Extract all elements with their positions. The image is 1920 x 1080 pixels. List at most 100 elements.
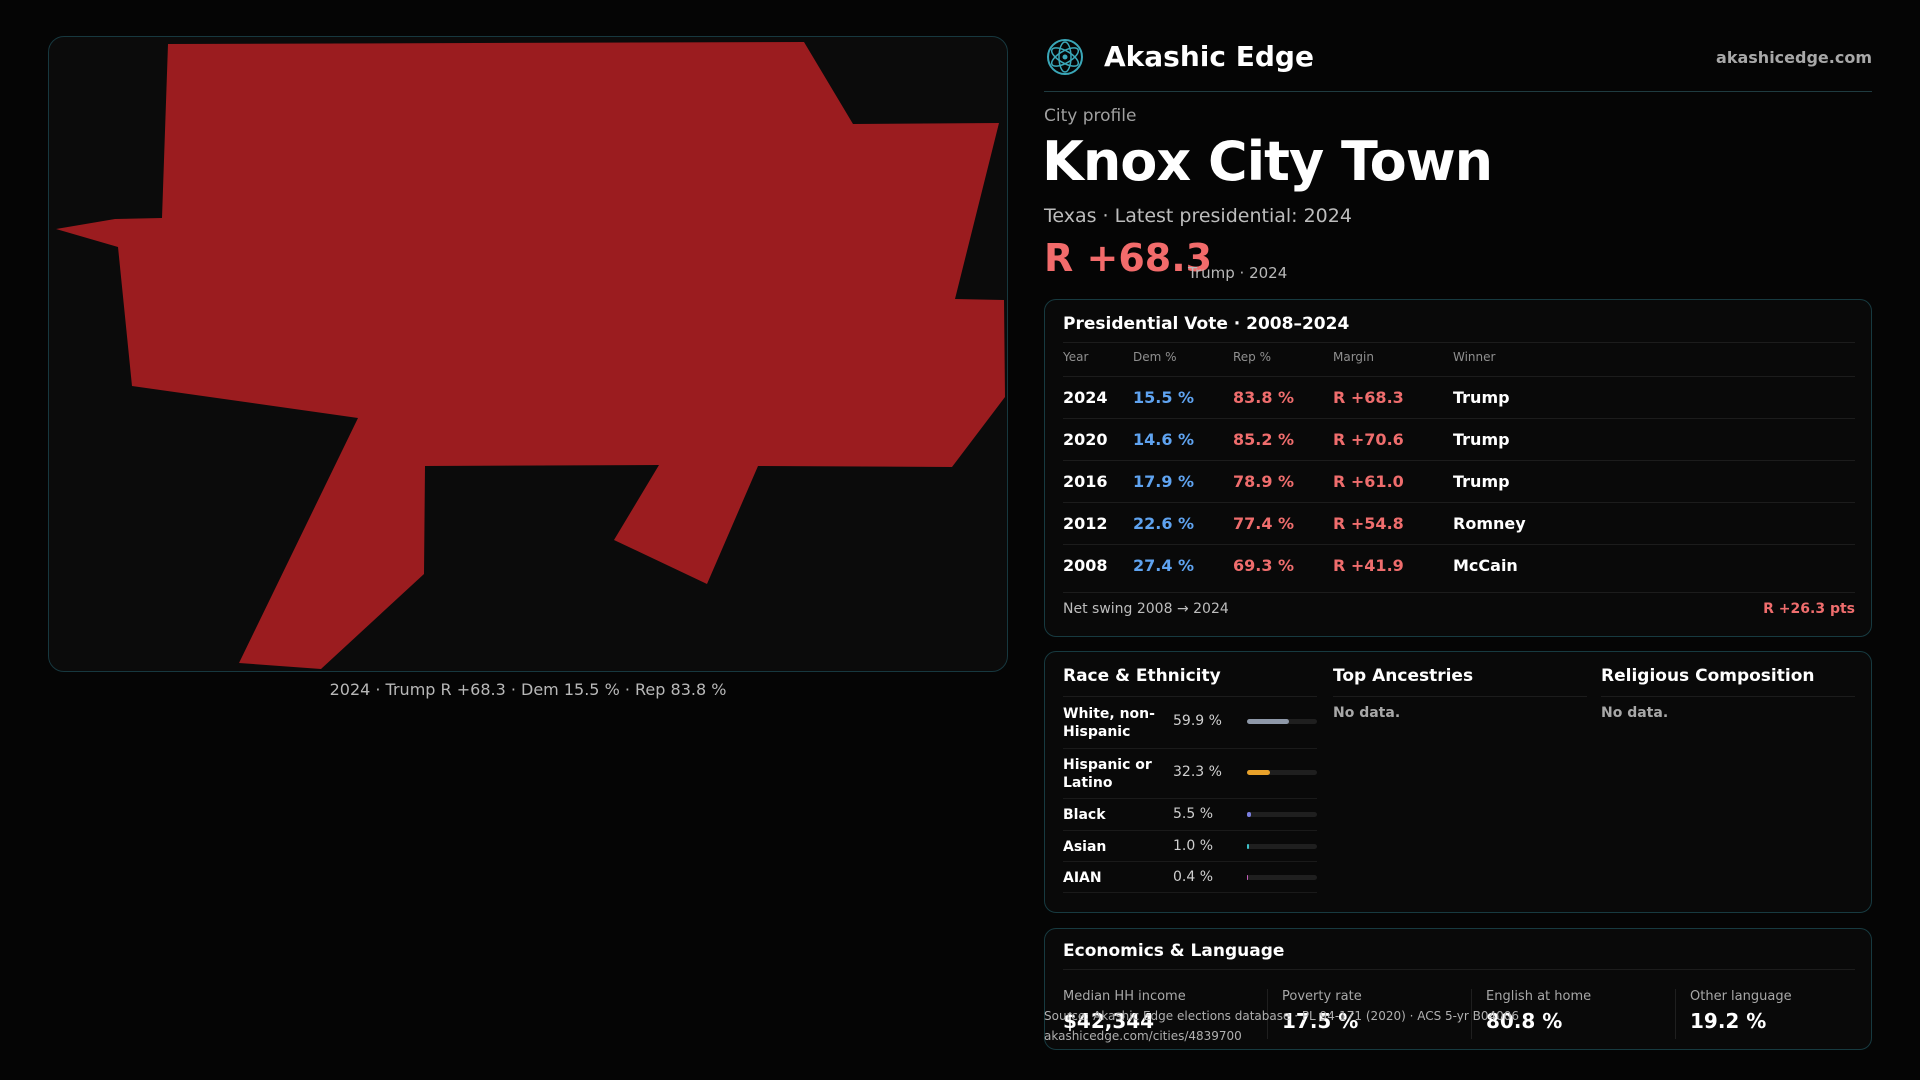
list-item: Black 5.5 % bbox=[1063, 799, 1317, 831]
page-eyebrow: City profile bbox=[1044, 106, 1137, 126]
row-winner: Trump bbox=[1453, 388, 1510, 407]
presidential-vote-title: Presidential Vote · 2008–2024 bbox=[1063, 314, 1350, 334]
row-dem-pct: 15.5 % bbox=[1133, 388, 1195, 407]
stat-label: Median HH income bbox=[1063, 989, 1186, 1004]
headline-margin-note: Trump · 2024 bbox=[1188, 264, 1288, 282]
column-header-year: Year bbox=[1063, 350, 1089, 364]
row-dem-pct: 14.6 % bbox=[1133, 430, 1195, 449]
city-boundary-shape bbox=[56, 42, 1005, 669]
race-bar bbox=[1247, 875, 1317, 880]
presidential-vote-card: Presidential Vote · 2008–2024 Year Dem %… bbox=[1044, 299, 1872, 637]
brand-url-link[interactable]: akashicedge.com bbox=[1716, 48, 1872, 67]
row-winner: Trump bbox=[1453, 472, 1510, 491]
presidential-table-body: 2024 15.5 % 83.8 % R +68.3 Trump 2020 14… bbox=[1063, 376, 1855, 586]
race-bar bbox=[1247, 770, 1317, 775]
row-rep-pct: 69.3 % bbox=[1233, 556, 1295, 575]
source-citation: Source: Akashic Edge elections database … bbox=[1044, 1009, 1520, 1023]
demographics-card: Race & Ethnicity White, non-Hispanic 59.… bbox=[1044, 651, 1872, 913]
column-header-margin: Margin bbox=[1333, 350, 1374, 364]
race-bar bbox=[1247, 719, 1317, 724]
row-year: 2012 bbox=[1063, 514, 1108, 533]
stat-label: Other language bbox=[1690, 989, 1792, 1004]
row-margin: R +68.3 bbox=[1333, 388, 1404, 407]
stat-other-language: Other language 19.2 % bbox=[1675, 989, 1875, 1039]
page-title: Knox City Town bbox=[1042, 130, 1493, 193]
row-year: 2024 bbox=[1063, 388, 1108, 407]
race-pct: 59.9 % bbox=[1173, 713, 1222, 729]
stat-median-income: Median HH income $42,344 bbox=[1049, 989, 1249, 1039]
source-url-link[interactable]: akashicedge.com/cities/4839700 bbox=[1044, 1029, 1242, 1043]
map-caption: 2024 · Trump R +68.3 · Dem 15.5 % · Rep … bbox=[329, 680, 727, 699]
row-dem-pct: 27.4 % bbox=[1133, 556, 1195, 575]
city-boundary-map bbox=[48, 36, 1008, 672]
column-header-rep: Rep % bbox=[1233, 350, 1272, 364]
row-year: 2008 bbox=[1063, 556, 1108, 575]
table-row: 2008 27.4 % 69.3 % R +41.9 McCain bbox=[1063, 544, 1855, 586]
table-row: 2024 15.5 % 83.8 % R +68.3 Trump bbox=[1063, 376, 1855, 418]
religious-composition-title: Religious Composition bbox=[1601, 666, 1855, 697]
stat-poverty-rate: Poverty rate 17.5 % bbox=[1267, 989, 1467, 1039]
stat-label: English at home bbox=[1486, 989, 1592, 1004]
race-label: AIAN bbox=[1063, 870, 1102, 886]
table-row: 2020 14.6 % 85.2 % R +70.6 Trump bbox=[1063, 418, 1855, 460]
city-boundary-polygon bbox=[56, 42, 1005, 669]
presidential-table-header: Year Dem % Rep % Margin Winner bbox=[1063, 350, 1855, 376]
row-dem-pct: 22.6 % bbox=[1133, 514, 1195, 533]
row-dem-pct: 17.9 % bbox=[1133, 472, 1195, 491]
race-pct: 0.4 % bbox=[1173, 869, 1214, 885]
stat-label: Poverty rate bbox=[1282, 989, 1362, 1004]
table-row: 2016 17.9 % 78.9 % R +61.0 Trump bbox=[1063, 460, 1855, 502]
list-item: Asian 1.0 % bbox=[1063, 831, 1317, 862]
source-footer: Source: Akashic Edge elections database … bbox=[1044, 1006, 1519, 1046]
row-margin: R +54.8 bbox=[1333, 514, 1404, 533]
list-item: White, non-Hispanic 59.9 % bbox=[1063, 697, 1317, 749]
race-bar-fill bbox=[1247, 770, 1270, 775]
page-subtitle: Texas · Latest presidential: 2024 bbox=[1044, 205, 1352, 227]
brand-header: Akashic Edge akashicedge.com bbox=[1044, 36, 1872, 92]
race-ethnicity-title: Race & Ethnicity bbox=[1063, 666, 1317, 697]
headline-margin: R +68.3 bbox=[1044, 236, 1213, 280]
top-ancestries-title: Top Ancestries bbox=[1333, 666, 1587, 697]
economics-language-title: Economics & Language bbox=[1063, 941, 1285, 961]
list-item: AIAN 0.4 % bbox=[1063, 862, 1317, 893]
race-pct: 1.0 % bbox=[1173, 838, 1214, 854]
race-bar bbox=[1247, 812, 1317, 817]
stat-value: 80.8 % bbox=[1486, 1009, 1563, 1033]
row-year: 2020 bbox=[1063, 430, 1108, 449]
net-swing-row: Net swing 2008 → 2024 R +26.3 pts bbox=[1063, 592, 1855, 617]
top-ancestries-section: Top Ancestries No data. bbox=[1333, 666, 1587, 721]
row-winner: Romney bbox=[1453, 514, 1526, 533]
column-header-dem: Dem % bbox=[1133, 350, 1177, 364]
race-label: Asian bbox=[1063, 839, 1107, 855]
race-bar bbox=[1247, 844, 1317, 849]
row-rep-pct: 78.9 % bbox=[1233, 472, 1295, 491]
row-rep-pct: 77.4 % bbox=[1233, 514, 1295, 533]
row-margin: R +70.6 bbox=[1333, 430, 1404, 449]
row-rep-pct: 85.2 % bbox=[1233, 430, 1295, 449]
stat-value: 17.5 % bbox=[1282, 1009, 1359, 1033]
race-bar-fill bbox=[1247, 719, 1289, 724]
table-row: 2012 22.6 % 77.4 % R +54.8 Romney bbox=[1063, 502, 1855, 544]
race-pct: 5.5 % bbox=[1173, 806, 1214, 822]
race-ethnicity-section: Race & Ethnicity White, non-Hispanic 59.… bbox=[1063, 666, 1317, 893]
stat-value: $42,344 bbox=[1063, 1009, 1155, 1033]
religious-composition-section: Religious Composition No data. bbox=[1601, 666, 1855, 721]
column-header-winner: Winner bbox=[1453, 350, 1496, 364]
race-bar-fill bbox=[1247, 812, 1251, 817]
economics-language-card: Economics & Language Median HH income $4… bbox=[1044, 928, 1872, 1050]
row-rep-pct: 83.8 % bbox=[1233, 388, 1295, 407]
row-margin: R +41.9 bbox=[1333, 556, 1404, 575]
stat-english-at-home: English at home 80.8 % bbox=[1471, 989, 1671, 1039]
row-winner: Trump bbox=[1453, 430, 1510, 449]
race-label: Black bbox=[1063, 807, 1106, 823]
net-swing-label: Net swing 2008 → 2024 bbox=[1063, 601, 1229, 617]
row-winner: McCain bbox=[1453, 556, 1518, 575]
race-label: Hispanic or Latino bbox=[1063, 757, 1152, 791]
ancestries-empty-state: No data. bbox=[1333, 705, 1401, 721]
list-item: Hispanic or Latino 32.3 % bbox=[1063, 749, 1317, 799]
race-bar-fill bbox=[1247, 844, 1250, 849]
race-pct: 32.3 % bbox=[1173, 764, 1222, 780]
atom-logo-icon bbox=[1047, 39, 1083, 75]
net-swing-value: R +26.3 pts bbox=[1763, 601, 1855, 617]
row-year: 2016 bbox=[1063, 472, 1108, 491]
